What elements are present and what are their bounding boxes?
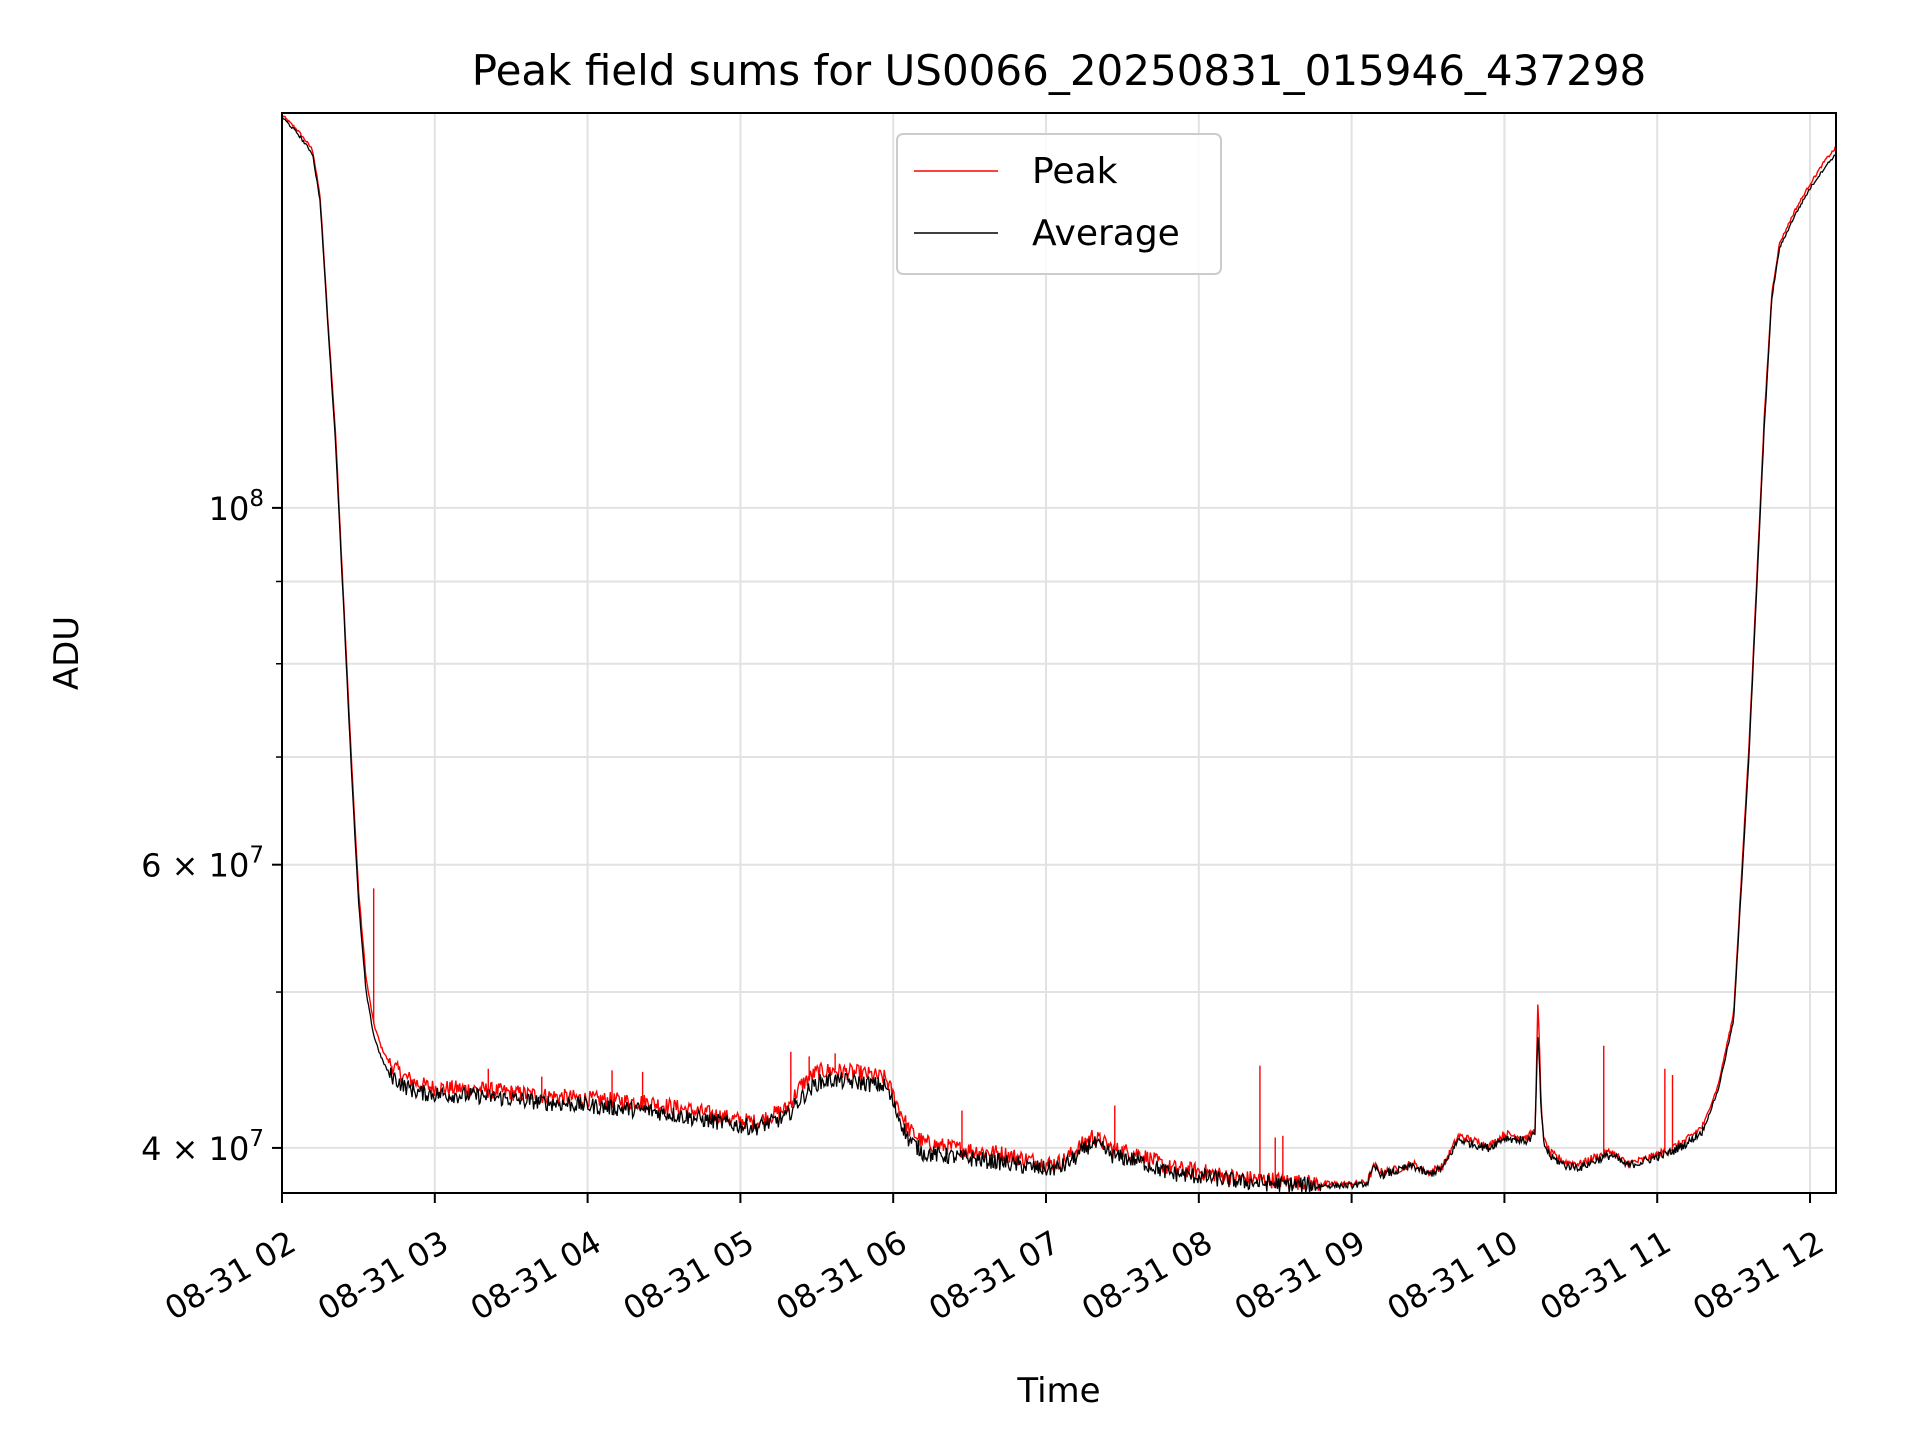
- y-tick-label-exponent: 7: [249, 1126, 264, 1152]
- series-line-average: [281, 116, 1837, 1193]
- y-tick-label-exponent: 7: [249, 843, 264, 869]
- y-axis-title: ADU: [47, 616, 87, 690]
- chart-title: Peak field sums for US0066_20250831_0159…: [472, 46, 1647, 95]
- y-tick-label-base: 6 × 10: [141, 847, 249, 885]
- grid: [281, 113, 1836, 1193]
- y-tick-label-base: 10: [209, 490, 250, 528]
- y-tick-label: 6 × 107: [141, 843, 264, 885]
- legend: Peak Average: [896, 133, 1222, 275]
- legend-label-peak: Peak: [1032, 151, 1118, 192]
- y-tick-label-base: 4 × 10: [141, 1130, 249, 1168]
- legend-box: [896, 133, 1222, 275]
- plot-frame: [281, 112, 1837, 1194]
- x-axis-title: Time: [1016, 1371, 1100, 1411]
- plot-lines: [281, 114, 1837, 1193]
- y-tick-label: 4 × 107: [141, 1126, 264, 1168]
- y-tick-label-exponent: 8: [249, 486, 264, 512]
- y-tick-label: 108: [209, 486, 264, 528]
- legend-label-average: Average: [1032, 213, 1180, 254]
